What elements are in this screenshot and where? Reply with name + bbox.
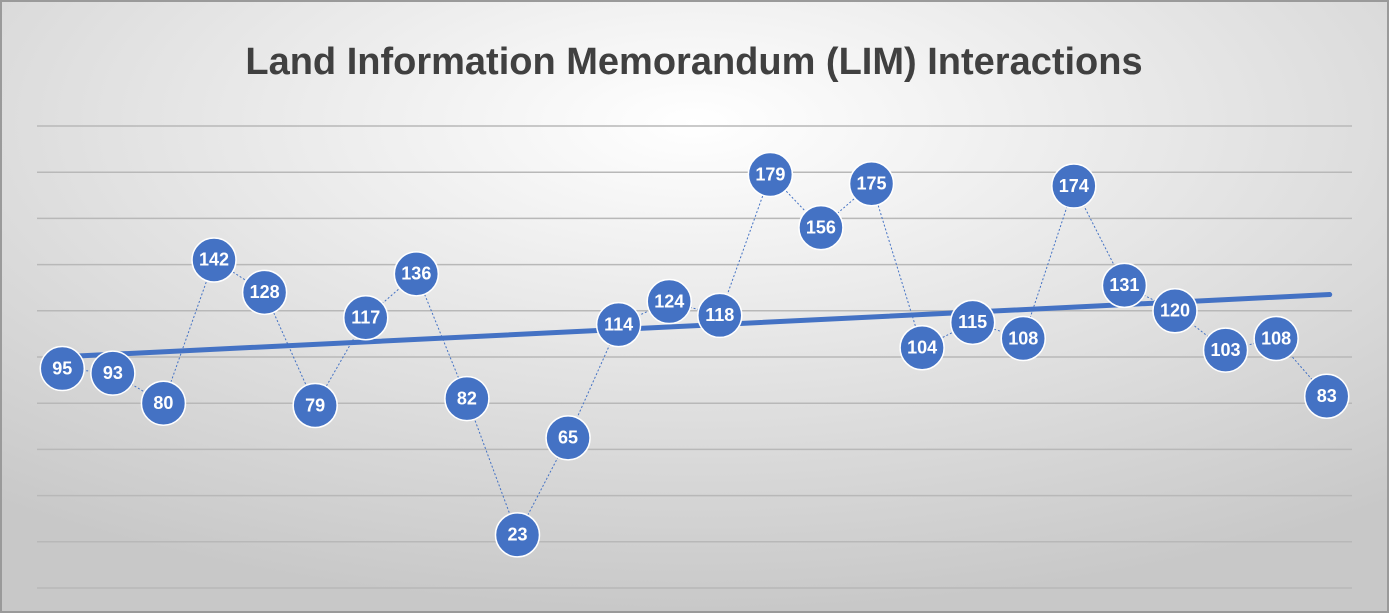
data-label: 65 [558, 428, 578, 448]
data-label: 115 [958, 312, 987, 332]
data-label: 156 [806, 217, 836, 237]
data-label: 104 [907, 338, 937, 358]
data-point [140, 380, 187, 426]
data-label: 79 [305, 395, 325, 415]
data-point [1202, 327, 1249, 373]
data-label: 142 [199, 250, 229, 270]
data-point [393, 251, 440, 297]
data-point [241, 269, 288, 316]
data-label: 23 [507, 525, 527, 545]
data-point [39, 345, 86, 392]
data-label: 83 [1317, 386, 1337, 406]
data-point [1000, 315, 1046, 362]
data-label: 174 [1059, 176, 1089, 196]
data-point [848, 161, 895, 207]
data-point [798, 204, 844, 251]
data-label: 95 [52, 358, 72, 378]
data-point [1051, 163, 1097, 209]
data-point [444, 375, 490, 422]
data-point [292, 382, 338, 429]
data-label: 82 [457, 388, 477, 408]
data-point [90, 350, 136, 396]
data-point [899, 325, 945, 371]
data-label: 131 [1109, 275, 1139, 295]
data-point [1253, 315, 1299, 362]
data-point [494, 512, 541, 558]
data-label: 120 [1160, 301, 1190, 321]
data-point [747, 151, 794, 198]
data-label: 108 [1008, 328, 1038, 348]
data-point [1101, 262, 1148, 309]
data-label: 93 [103, 363, 123, 383]
data-label: 103 [1211, 340, 1241, 360]
data-point [343, 294, 389, 341]
data-label: 136 [401, 264, 431, 284]
data-label: 114 [604, 314, 633, 334]
data-point [697, 292, 743, 339]
chart-title: Land Information Memorandum (LIM) Intera… [245, 41, 1142, 83]
data-point [1152, 288, 1198, 334]
data-label: 117 [351, 307, 380, 327]
data-label: 108 [1261, 328, 1291, 348]
data-point [595, 301, 642, 348]
data-label: 175 [856, 174, 886, 194]
data-point [545, 415, 591, 461]
data-label: 80 [153, 393, 173, 413]
data-label: 179 [755, 164, 785, 184]
data-point [949, 299, 996, 346]
data-label: 128 [250, 282, 280, 302]
data-point [191, 237, 237, 283]
data-point [646, 278, 692, 325]
data-label: 124 [654, 291, 684, 311]
data-label: 118 [705, 305, 734, 325]
data-point [1303, 373, 1350, 420]
